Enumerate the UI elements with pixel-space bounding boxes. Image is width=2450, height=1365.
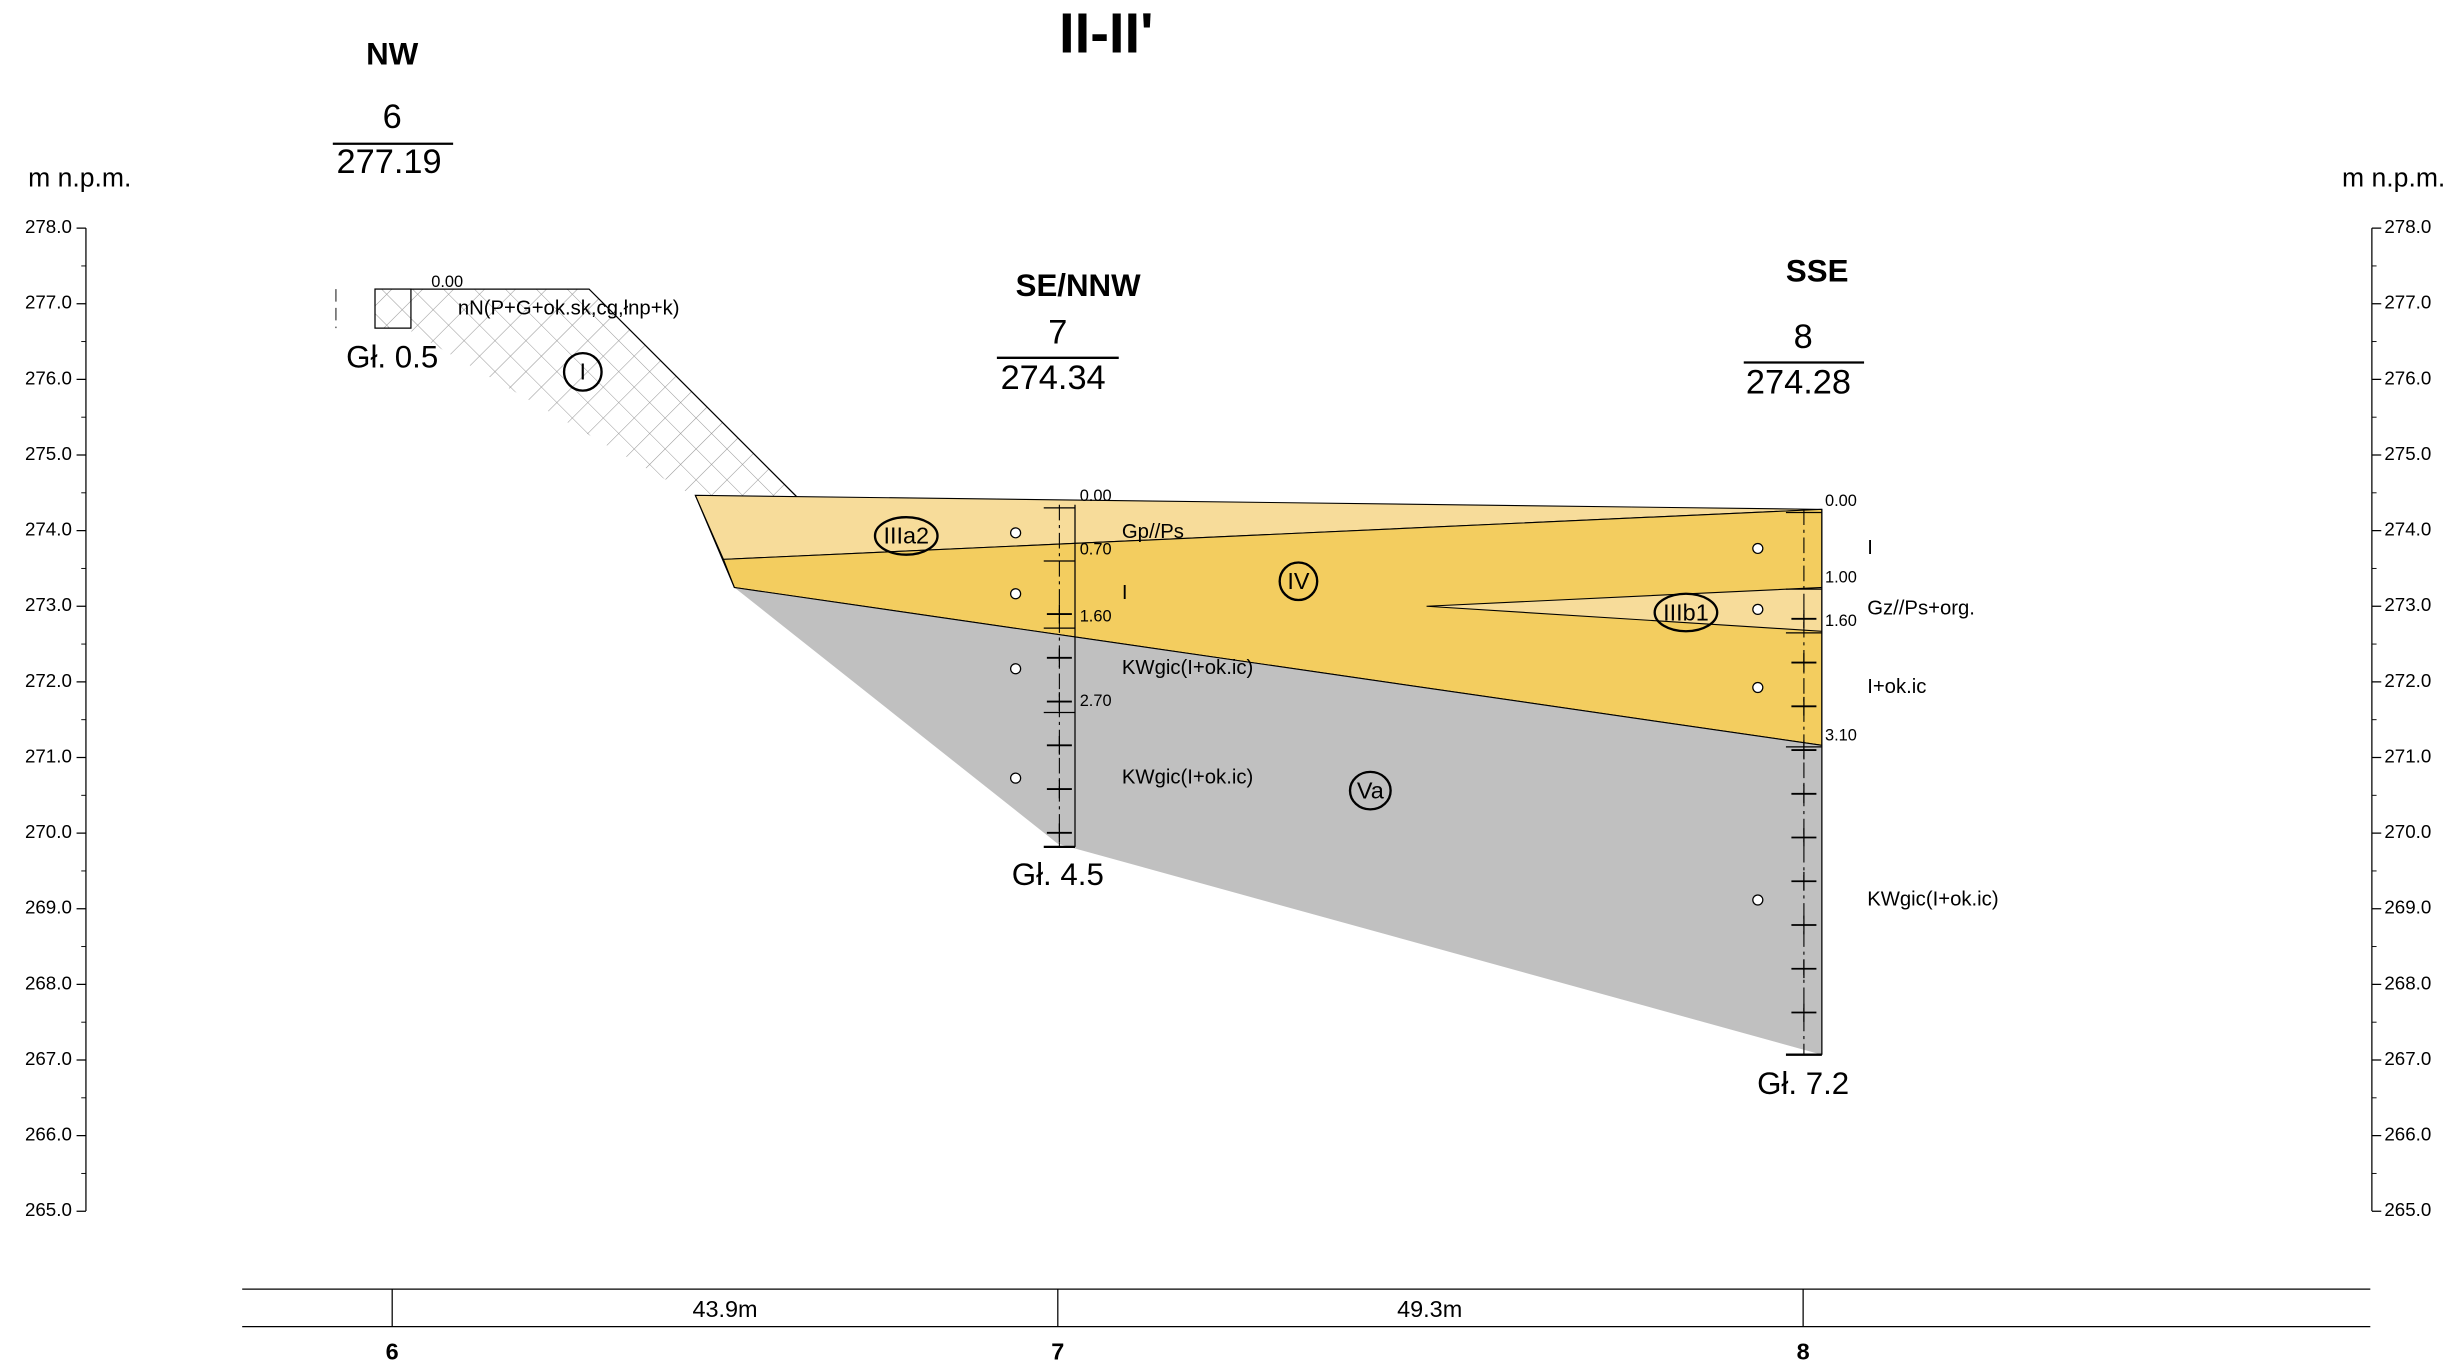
layer-depth: 0.00 [1080,487,1112,505]
axis-label: m n.p.m. [2342,163,2445,193]
y-tick-label: 275.0 [2384,443,2431,464]
axis-label: m n.p.m. [28,163,131,193]
y-tick-label: 274.0 [2384,519,2431,540]
borehole-column [375,289,411,328]
sample-marker [1753,543,1763,553]
title: II-II' [1059,1,1154,64]
sample-marker [1011,773,1021,783]
soil-label: KWgic(I+ok.ic) [1122,657,1253,679]
y-tick-label: 266.0 [2384,1124,2431,1145]
distance-label: 43.9m [692,1296,757,1322]
layer-depth: 0.00 [1825,492,1857,510]
page: {"title": "II-II'", "axis_label": "m n.p… [0,0,2450,1365]
y-tick-label: 271.0 [2384,745,2431,766]
cross-section: II-II' m n.p.m. m n.p.m. 43.9m 49.3m 278… [0,0,2450,1365]
borehole-direction: SSE [1786,254,1849,289]
soil-label: Gp//Ps [1122,521,1184,543]
borehole-number: 6 [383,98,402,136]
borehole-elevation: 274.28 [1746,363,1851,401]
borehole-elevation: 277.19 [337,143,442,181]
unit-label: I [580,359,587,385]
unit-label: IIIa2 [883,523,929,549]
y-tick-label: 272.0 [25,670,72,691]
soil-label: nN(P+G+ok.sk,cg,łnp+k) [458,298,680,320]
soil-label: I [1867,537,1873,559]
layer-depth: 1.60 [1080,608,1112,626]
y-tick-label: 270.0 [2384,821,2431,842]
borehole-number: 7 [1048,313,1067,351]
borehole-number: 8 [1794,318,1813,356]
borehole-depth: Gł. 7.2 [1757,1066,1849,1101]
layer-depth: 2.70 [1080,692,1112,710]
borehole-direction: NW [366,37,419,72]
y-tick-label: 276.0 [2384,367,2431,388]
borehole-elevation: 274.34 [1001,359,1106,397]
borehole-depth: Gł. 4.5 [1012,857,1104,892]
y-tick-label: 272.0 [2384,670,2431,691]
layer-depth: 0.70 [1080,540,1112,558]
sample-marker [1753,895,1763,905]
sample-marker [1011,528,1021,538]
distance-label: 49.3m [1397,1296,1462,1322]
sample-marker [1753,683,1763,693]
y-tick-label: 277.0 [2384,292,2431,313]
layer-depth: 3.10 [1825,726,1857,744]
borehole-direction: SE/NNW [1016,268,1142,303]
y-tick-label: 275.0 [25,443,72,464]
y-tick-label: 265.0 [2384,1199,2431,1220]
x-position-label: 8 [1797,1338,1810,1364]
soil-label: I [1122,582,1128,604]
soil-label: I+ok.ic [1867,676,1926,698]
layer-depth: 0.00 [431,273,463,291]
y-tick-label: 265.0 [25,1199,72,1220]
layer-depth: 1.00 [1825,568,1857,586]
y-tick-label: 269.0 [25,897,72,918]
x-position-label: 7 [1051,1338,1064,1364]
y-tick-label: 277.0 [25,292,72,313]
y-tick-label: 270.0 [25,821,72,842]
y-tick-label: 266.0 [25,1124,72,1145]
y-tick-label: 274.0 [25,519,72,540]
soil-label: Gz//Ps+org. [1867,598,1975,620]
sample-marker [1011,664,1021,674]
unit-label: IV [1287,568,1310,594]
soil-label: KWgic(I+ok.ic) [1122,766,1253,788]
unit-label: IIIb1 [1663,599,1709,625]
y-tick-label: 271.0 [25,745,72,766]
borehole-depth: Gł. 0.5 [346,340,438,375]
y-tick-label: 276.0 [25,367,72,388]
x-position-label: 6 [386,1338,399,1364]
y-tick-label: 273.0 [25,594,72,615]
sample-marker [1011,589,1021,599]
sample-marker [1753,604,1763,614]
unit-label: Va [1357,777,1385,803]
layer-fill [411,289,797,497]
y-tick-label: 268.0 [25,972,72,993]
y-tick-label: 268.0 [2384,972,2431,993]
y-tick-label: 273.0 [2384,594,2431,615]
y-tick-label: 267.0 [2384,1048,2431,1069]
y-tick-label: 269.0 [2384,897,2431,918]
y-tick-label: 278.0 [2384,216,2431,237]
soil-label: KWgic(I+ok.ic) [1867,888,1998,910]
layer-depth: 1.60 [1825,612,1857,630]
y-tick-label: 267.0 [25,1048,72,1069]
y-tick-label: 278.0 [25,216,72,237]
